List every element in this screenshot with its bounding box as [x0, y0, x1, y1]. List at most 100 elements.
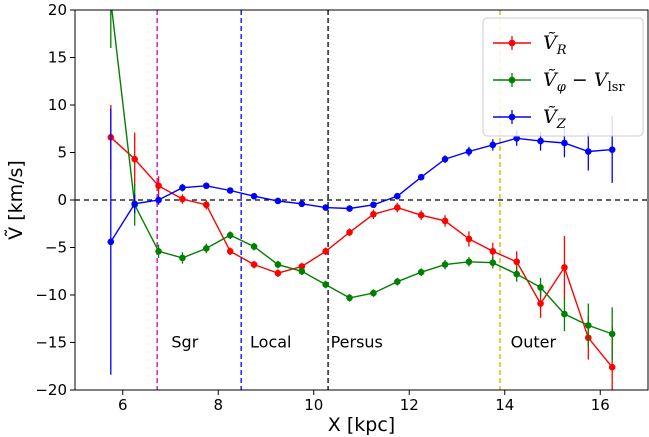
- y-tick-label: −10: [35, 286, 67, 304]
- x-tick-label: 14: [495, 396, 514, 414]
- series-layer: [107, 10, 616, 390]
- legend: ṼR Ṽφ − Vlsr ṼZ: [482, 17, 644, 137]
- data-point: [131, 155, 138, 163]
- series-2: [107, 108, 616, 375]
- legend-label: Ṽφ − Vlsr: [543, 69, 625, 95]
- data-point: [537, 284, 544, 291]
- data-point: [561, 264, 568, 271]
- y-tick-label: −15: [35, 334, 67, 352]
- legend-entry: ṼZ: [493, 106, 567, 132]
- legend-entry: ṼR: [493, 32, 567, 58]
- region-label: Local: [250, 333, 291, 352]
- data-point: [441, 261, 449, 268]
- y-tick-label: 0: [57, 191, 67, 209]
- data-point: [513, 258, 520, 266]
- data-point: [179, 184, 186, 191]
- data-point: [107, 238, 115, 246]
- legend-marker: [508, 76, 516, 84]
- data-point: [322, 248, 329, 255]
- data-point: [274, 269, 282, 277]
- data-point: [441, 155, 449, 163]
- data-point: [394, 278, 401, 286]
- data-point: [417, 211, 425, 219]
- data-point: [608, 146, 616, 153]
- data-point: [322, 281, 329, 288]
- x-tick-label: 16: [591, 396, 610, 414]
- data-point: [417, 173, 425, 181]
- data-point: [131, 200, 138, 208]
- data-point: [250, 243, 258, 250]
- axes: 6 8 10 12 14 16 −20 −15 −10 −5 0 5 10 15 20: [35, 1, 609, 414]
- data-point: [489, 141, 497, 149]
- data-point: [226, 231, 234, 239]
- data-point: [370, 289, 377, 297]
- data-point: [585, 322, 592, 329]
- data-point: [441, 217, 449, 225]
- data-point: [346, 229, 353, 236]
- data-point: [298, 267, 306, 275]
- data-point: [179, 254, 186, 262]
- data-point: [250, 192, 258, 200]
- legend-box: [482, 17, 644, 137]
- data-point: [417, 268, 425, 276]
- data-point: [489, 259, 497, 267]
- data-point: [155, 182, 162, 190]
- data-point: [203, 182, 210, 190]
- data-point: [298, 263, 306, 270]
- data-point: [203, 245, 210, 252]
- data-point: [561, 310, 568, 318]
- data-point: [346, 294, 353, 302]
- data-point: [274, 197, 282, 205]
- data-point: [608, 363, 616, 371]
- data-point: [489, 248, 497, 255]
- series-line: [111, 10, 613, 335]
- y-tick-label: 15: [48, 49, 67, 67]
- series-line: [110, 136, 613, 368]
- data-point: [394, 204, 401, 211]
- series-1: [110, 10, 616, 361]
- data-point: [537, 137, 544, 145]
- y-axis-label: Ṽ [km/s]: [3, 160, 27, 240]
- region-labels: Sgr Local Persus Outer: [171, 333, 556, 352]
- legend-label: ṼR: [543, 32, 567, 58]
- data-point: [465, 148, 473, 155]
- y-tick-label: 20: [48, 1, 67, 19]
- region-label: Outer: [511, 333, 557, 352]
- data-point: [155, 248, 162, 255]
- data-point: [155, 196, 162, 204]
- legend-label: ṼZ: [543, 106, 567, 132]
- data-point: [226, 248, 234, 255]
- x-tick-label: 6: [118, 396, 128, 414]
- data-point: [346, 205, 353, 212]
- data-point: [250, 261, 258, 268]
- region-label: Sgr: [171, 333, 198, 352]
- y-tick-label: −5: [45, 239, 67, 257]
- x-axis-label: X [kpc]: [328, 414, 395, 436]
- region-label: Persus: [331, 333, 383, 352]
- x-tick-label: 10: [304, 396, 323, 414]
- y-tick-label: −20: [35, 381, 67, 399]
- y-tick-label: 5: [57, 144, 67, 162]
- data-point: [322, 204, 329, 211]
- legend-entry: Ṽφ − Vlsr: [493, 69, 625, 95]
- data-point: [465, 258, 473, 266]
- data-point: [394, 192, 401, 200]
- data-point: [585, 148, 592, 155]
- data-point: [370, 201, 377, 209]
- series-line: [110, 137, 613, 243]
- legend-marker: [508, 113, 516, 121]
- reference-lines: [75, 10, 648, 390]
- data-point: [179, 195, 186, 203]
- data-point: [537, 300, 544, 307]
- data-point: [561, 139, 568, 147]
- data-point: [274, 261, 282, 268]
- data-point: [608, 330, 616, 338]
- data-point: [513, 134, 520, 142]
- x-tick-label: 8: [213, 396, 223, 414]
- data-point: [203, 201, 210, 209]
- data-point: [226, 187, 234, 194]
- data-point: [298, 200, 306, 208]
- data-point: [465, 235, 473, 243]
- legend-marker: [508, 39, 516, 47]
